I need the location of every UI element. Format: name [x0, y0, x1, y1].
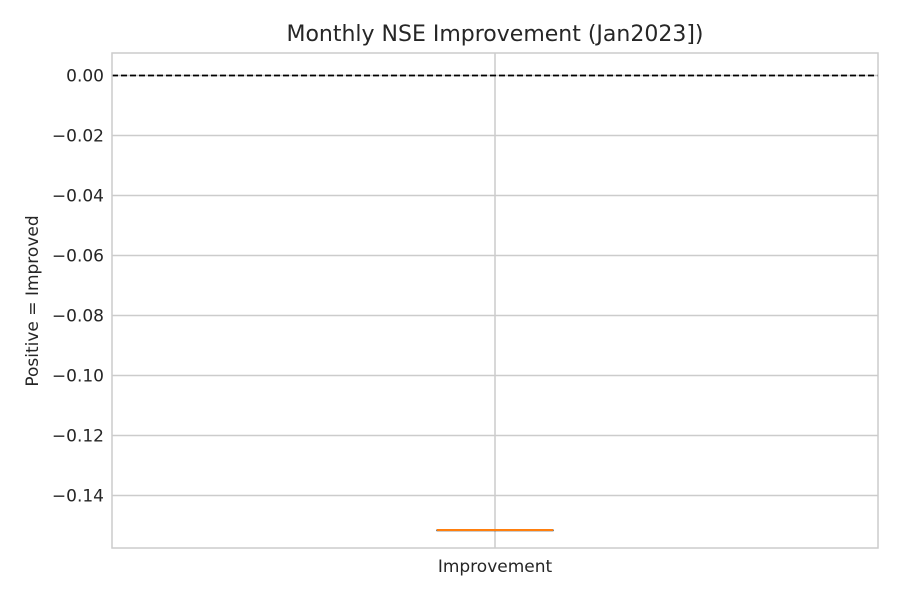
- y-tick-label: −0.10: [52, 367, 104, 387]
- y-tick-label: −0.02: [52, 127, 104, 147]
- box-plot-layer: [436, 529, 554, 532]
- x-category-label: Improvement: [438, 557, 553, 577]
- y-tick-label: −0.04: [52, 187, 104, 207]
- y-tick-labels: 0.00 −0.02 −0.04 −0.06 −0.08 −0.10 −0.12 −0.14: [52, 67, 104, 507]
- plot-frame: [111, 52, 879, 549]
- grid-lines: [112, 53, 878, 548]
- y-tick-label: −0.12: [52, 427, 104, 447]
- y-tick-label: −0.14: [52, 487, 104, 507]
- y-axis-label: Positive = Improved: [23, 215, 43, 386]
- y-tick-label: 0.00: [66, 67, 104, 87]
- y-tick-label: −0.08: [52, 307, 104, 327]
- chart-title: Monthly NSE Improvement (Jan2023]): [286, 22, 703, 47]
- y-tick-label: −0.06: [52, 247, 104, 267]
